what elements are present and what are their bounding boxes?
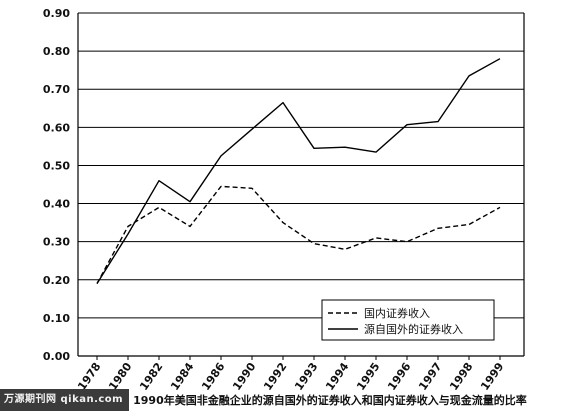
y-tick-label: 0.70	[43, 83, 70, 96]
y-tick-label: 0.60	[43, 121, 70, 134]
y-tick-label: 0.30	[43, 236, 70, 249]
y-tick-label: 0.10	[43, 312, 70, 325]
y-tick-label: 0.90	[43, 7, 70, 20]
legend-label-foreign: 源自国外的证券收入	[364, 322, 463, 336]
series-line-foreign	[96, 58, 501, 284]
x-tick-label: 1994	[323, 360, 351, 393]
watermark-logo: 万源期刊网 qikan.com	[0, 389, 130, 411]
y-tick-label: 0.80	[43, 45, 70, 58]
x-tick-label: 1992	[261, 360, 289, 393]
y-tick-label: 0.20	[43, 274, 70, 287]
x-tick-label: 1986	[199, 360, 227, 393]
x-tick-label: 1996	[385, 360, 413, 393]
legend-label-domestic: 国内证券收入	[364, 306, 430, 320]
x-tick-label: 1982	[137, 360, 165, 393]
x-tick-label: 1999	[478, 360, 506, 393]
x-tick-label: 1995	[354, 360, 382, 393]
y-tick-label: 0.50	[43, 159, 70, 172]
x-tick-label: 1980	[106, 360, 134, 393]
x-tick-label: 1978	[75, 360, 103, 393]
grid-lines	[78, 12, 524, 357]
figure-caption: 万源期刊网 qikan.com 1990年美国非金融企业的源自国外的证券收入和国…	[0, 389, 570, 411]
x-tick-label: 1998	[447, 360, 475, 393]
y-tick-label: 0.40	[43, 198, 70, 211]
y-tick-labels: 0.00 0.10 0.20 0.30 0.40 0.50 0.60 0.70 0.80 0.90	[43, 7, 70, 363]
x-tick-label: 1997	[416, 360, 444, 393]
axes	[77, 13, 525, 360]
series-line-domestic	[96, 185, 501, 284]
x-tick-labels: 1978 1980 1982 1984 1986 1990 1992 1993 1994 1995…	[75, 360, 506, 393]
legend: 国内证券收入 源自国外的证券收入	[321, 299, 495, 341]
y-tick-label: 0.00	[43, 350, 70, 363]
x-tick-label: 1984	[168, 360, 196, 393]
x-tick-label: 1990	[230, 360, 258, 393]
series-lines	[96, 58, 501, 284]
x-tick-label: 1993	[292, 360, 320, 393]
legend-box	[321, 299, 495, 341]
caption-text: 1990年美国非金融企业的源自国外的证券收入和国内证券收入与现金流量的比率	[133, 394, 527, 407]
